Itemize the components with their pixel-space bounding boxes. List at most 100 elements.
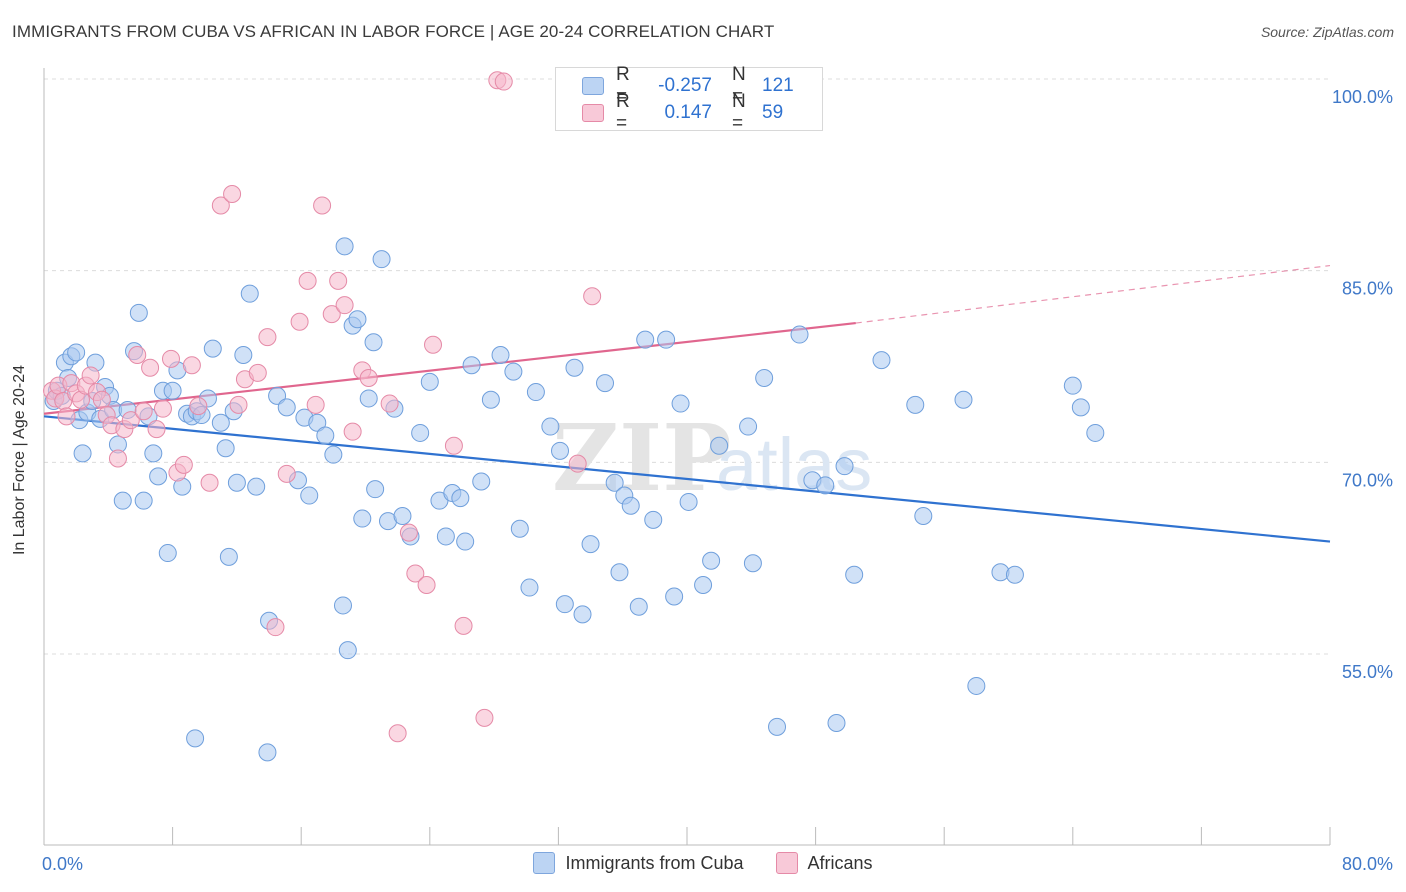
point-africans	[248, 363, 267, 382]
point-cuba	[743, 554, 762, 573]
grid-lines	[44, 78, 1330, 655]
point-cuba	[555, 595, 574, 614]
point-africans	[380, 394, 399, 413]
point-africans	[583, 287, 602, 306]
point-africans	[211, 196, 230, 215]
point-cuba	[333, 596, 352, 615]
tick-labels: 55.0% 70.0% 85.0% 100.0% 0.0% 80.0%	[42, 87, 1393, 874]
point-cuba	[300, 486, 319, 505]
legend-r-label: R =	[616, 64, 630, 107]
point-cuba	[335, 237, 354, 256]
point-africans	[229, 395, 248, 414]
point-africans	[182, 356, 201, 375]
point-cuba	[845, 565, 864, 584]
point-cuba	[158, 544, 177, 563]
point-africans	[277, 464, 296, 483]
legend-swatch-africans	[582, 104, 604, 122]
point-cuba	[1071, 398, 1090, 417]
point-africans	[306, 395, 325, 414]
point-cuba	[186, 729, 205, 748]
point-cuba	[240, 284, 259, 303]
source-label: Source: ZipAtlas.com	[1260, 24, 1394, 40]
point-cuba	[481, 390, 500, 409]
legend-item-cuba[interactable]: Immigrants from Cuba	[533, 852, 744, 874]
point-cuba	[308, 413, 327, 432]
point-cuba	[768, 717, 787, 736]
legend-r-label: R =	[616, 91, 630, 134]
point-cuba	[827, 714, 846, 732]
point-africans	[568, 454, 587, 473]
point-cuba	[393, 507, 412, 525]
point-cuba	[610, 563, 629, 582]
point-africans	[121, 411, 140, 430]
point-cuba	[338, 641, 357, 660]
point-cuba	[526, 383, 545, 402]
point-cuba	[581, 535, 600, 554]
correlation-legend: R = -0.257 N = 121 R = 0.147 N = 59	[555, 64, 823, 134]
point-cuba	[551, 441, 570, 460]
point-cuba	[268, 386, 287, 405]
trend-lines	[43, 264, 1331, 543]
point-cuba	[1086, 423, 1105, 442]
point-africans	[343, 422, 362, 441]
point-africans	[424, 335, 443, 354]
point-cuba	[420, 372, 439, 391]
point-africans	[57, 407, 76, 426]
point-cuba	[1063, 376, 1082, 395]
point-cuba	[872, 351, 891, 370]
point-africans	[134, 402, 153, 421]
point-cuba	[605, 473, 624, 492]
point-africans	[475, 708, 494, 727]
data-points	[43, 71, 1105, 762]
point-cuba	[1005, 565, 1024, 584]
axes	[43, 68, 1331, 846]
point-cuba	[629, 597, 648, 616]
point-cuba	[219, 547, 238, 566]
point-africans	[108, 449, 127, 468]
legend-row-cuba: R = -0.257 N = 121	[556, 64, 802, 107]
point-cuba	[596, 374, 615, 393]
point-cuba	[491, 346, 510, 364]
y-tick-label: 85.0%	[1342, 279, 1393, 299]
point-africans	[258, 328, 277, 347]
point-cuba	[324, 445, 343, 464]
point-africans	[359, 369, 378, 387]
x-tick-label-min: 0.0%	[42, 854, 83, 874]
trend-line-africans	[43, 321, 856, 415]
point-cuba	[113, 491, 132, 510]
point-africans	[161, 349, 180, 368]
point-africans	[417, 576, 436, 594]
point-africans	[92, 390, 111, 409]
point-cuba	[372, 250, 391, 269]
legend-r-value: 0.147	[664, 102, 712, 123]
point-cuba	[436, 527, 455, 546]
point-africans	[399, 523, 418, 542]
legend-item-africans[interactable]: Africans	[775, 852, 873, 874]
point-cuba	[129, 303, 148, 322]
point-cuba	[277, 398, 296, 417]
y-tick-label: 100.0%	[1332, 87, 1393, 107]
point-africans	[200, 473, 219, 492]
legend-label-cuba: Immigrants from Cuba	[565, 852, 744, 873]
legend-label-africans: Africans	[807, 852, 873, 873]
point-africans	[141, 358, 160, 377]
point-africans	[406, 564, 425, 583]
point-cuba	[644, 510, 663, 529]
point-cuba	[636, 330, 655, 349]
point-cuba	[504, 362, 523, 381]
point-cuba	[621, 496, 640, 515]
point-africans	[174, 455, 193, 474]
y-tick-label: 55.0%	[1342, 662, 1393, 682]
point-africans	[266, 618, 285, 637]
point-cuba	[702, 551, 721, 570]
point-cuba	[520, 578, 539, 597]
point-africans	[494, 72, 513, 91]
point-africans	[298, 271, 317, 290]
legend-row-africans: R = 0.147 N = 59	[556, 91, 802, 134]
trend-extension-africans	[855, 264, 1331, 324]
point-africans	[329, 271, 348, 290]
point-cuba	[163, 381, 182, 400]
point-cuba	[211, 413, 230, 432]
y-axis-label: In Labor Force | Age 20-24	[11, 364, 28, 556]
